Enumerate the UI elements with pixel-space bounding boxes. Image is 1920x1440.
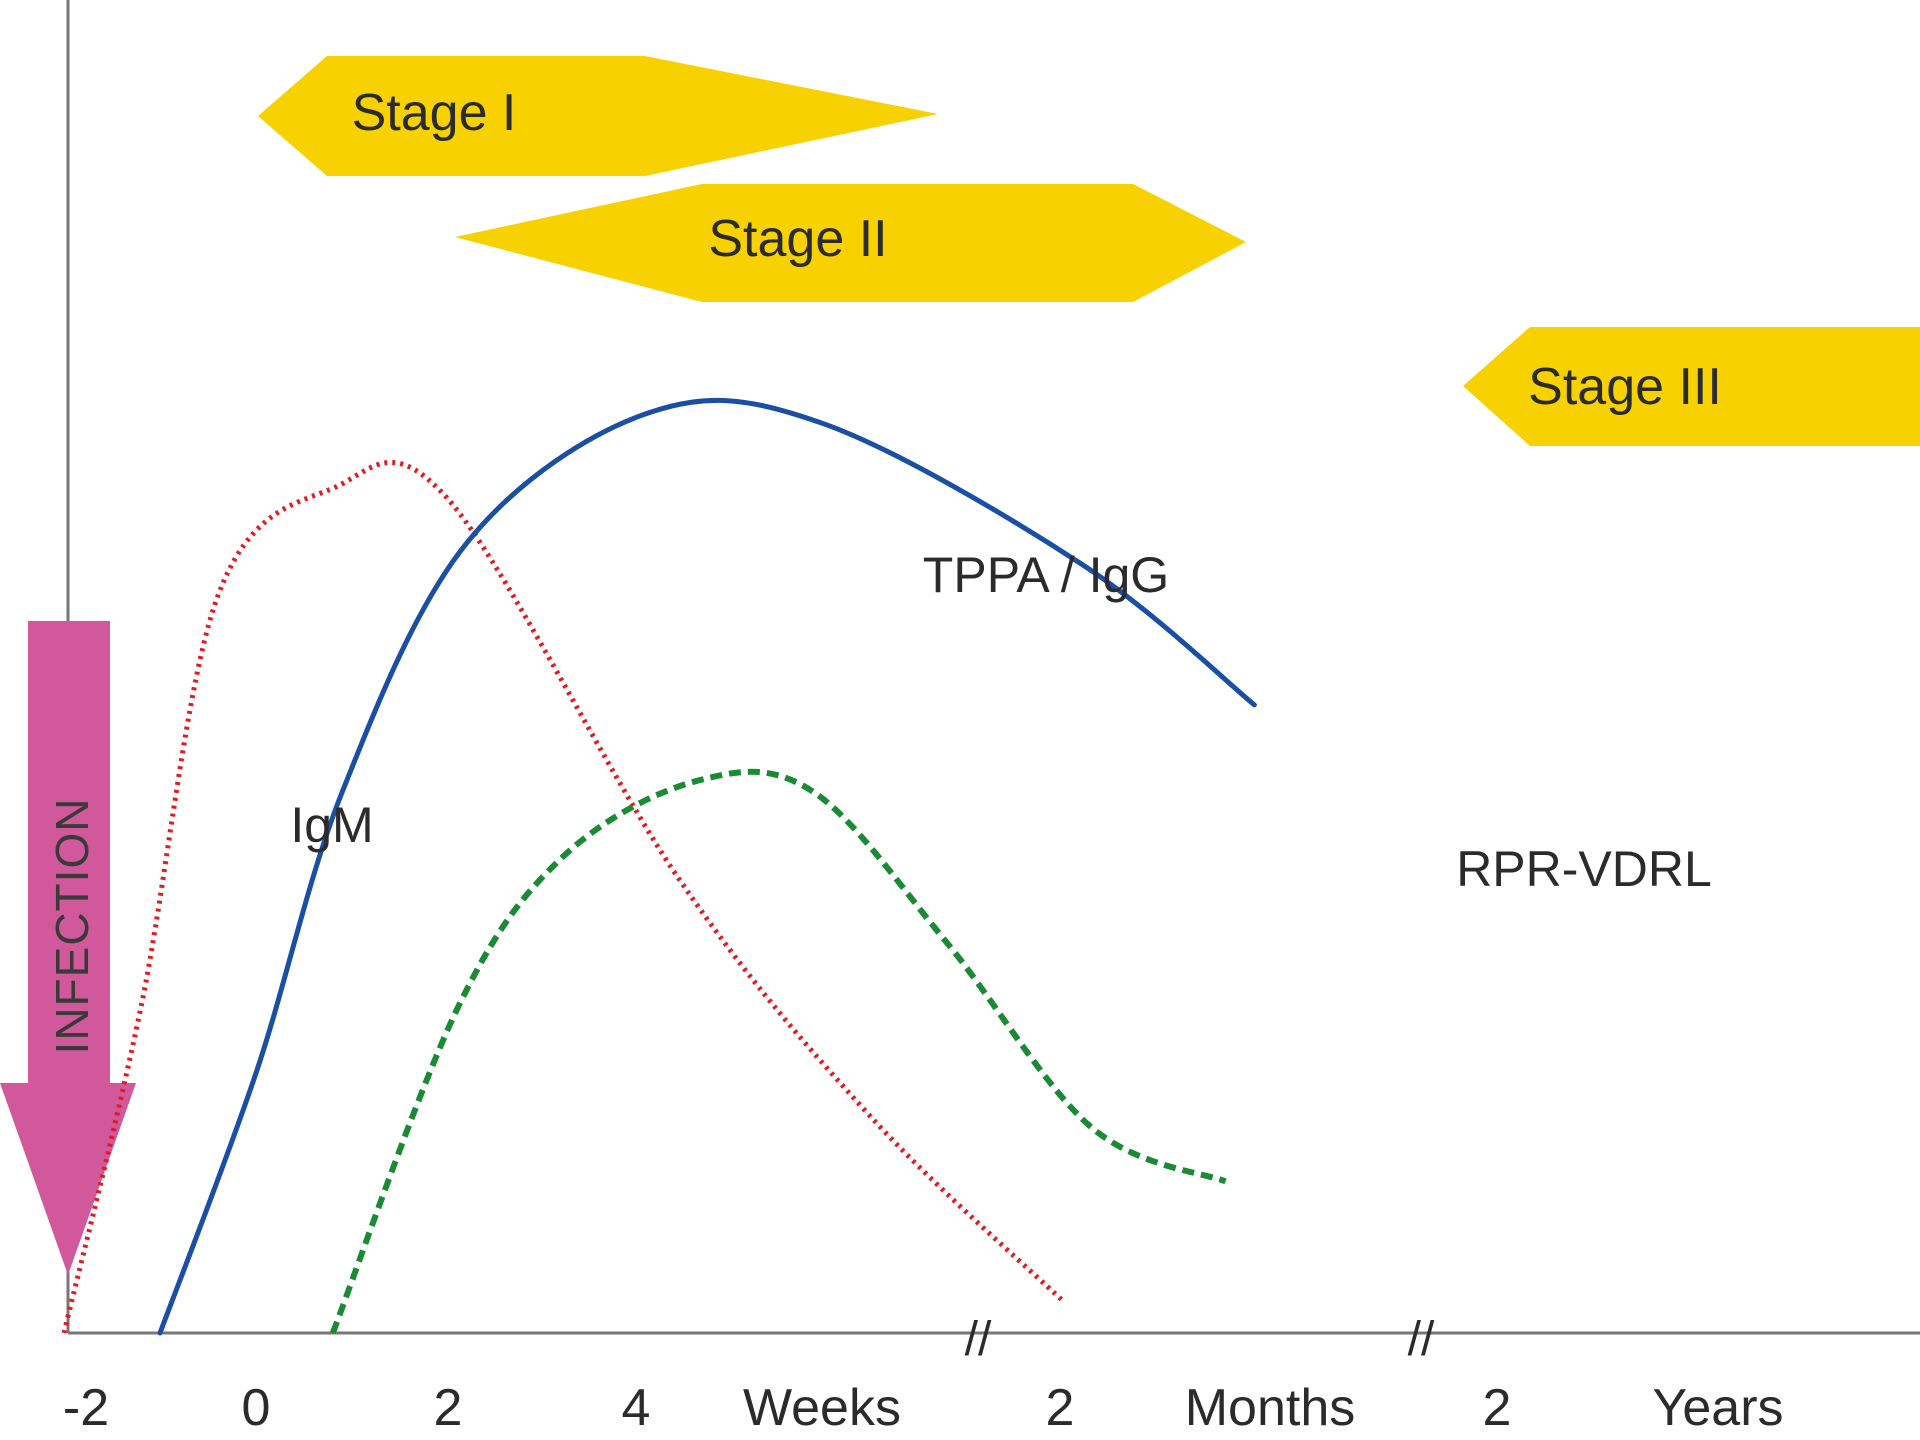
axis-break-2: // bbox=[1408, 1313, 1435, 1366]
x-tick-label: Months bbox=[1185, 1379, 1356, 1437]
series-label-igm: IgM bbox=[290, 797, 373, 853]
x-tick-label: 2 bbox=[1046, 1379, 1075, 1437]
x-tick-label: 2 bbox=[1483, 1379, 1512, 1437]
series-label-tppa-igg: TPPA / IgG bbox=[923, 547, 1169, 603]
series-label-rpr-vdrl: RPR-VDRL bbox=[1456, 841, 1712, 897]
stage-3-arrow bbox=[1463, 327, 1920, 446]
stage-1-label: Stage I bbox=[352, 84, 517, 142]
infection-label: INFECTION bbox=[46, 798, 98, 1055]
x-tick-label: 4 bbox=[622, 1379, 651, 1437]
x-tick-label: -2 bbox=[63, 1379, 109, 1437]
x-tick-label: Weeks bbox=[743, 1379, 901, 1437]
series-line-rpr-vdrl bbox=[329, 768, 1227, 1335]
x-tick-label: 0 bbox=[242, 1379, 271, 1437]
stage-3-label: Stage III bbox=[1528, 358, 1722, 416]
x-tick-label: 2 bbox=[434, 1379, 463, 1437]
infection-arrow bbox=[0, 621, 136, 1275]
series-line-tppa-igg bbox=[157, 397, 1257, 1336]
stage-2-arrow bbox=[455, 184, 1246, 302]
axis-break-1: // bbox=[965, 1313, 992, 1366]
x-tick-label: Years bbox=[1652, 1379, 1783, 1437]
stage-1-arrow bbox=[258, 56, 938, 176]
series-line-igm bbox=[61, 459, 1065, 1334]
stage-2-label: Stage II bbox=[708, 210, 887, 268]
